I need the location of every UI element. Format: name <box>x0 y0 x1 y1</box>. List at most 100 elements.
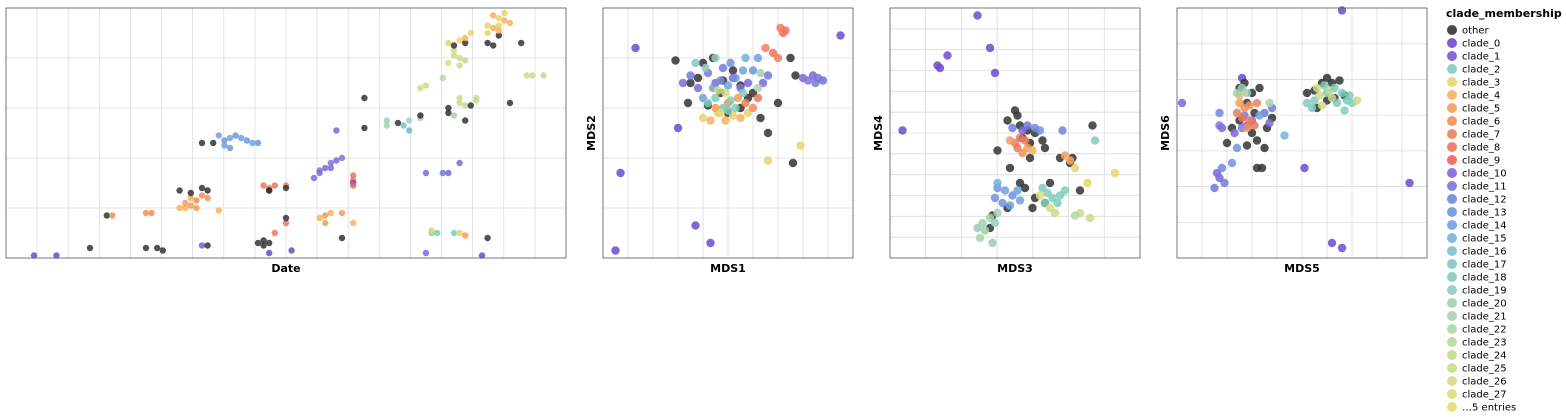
data-point <box>698 113 708 123</box>
data-point <box>731 103 740 113</box>
data-point <box>1352 96 1362 105</box>
data-point <box>1307 103 1317 113</box>
data-point <box>1250 121 1259 130</box>
legend-swatch <box>1447 246 1457 256</box>
data-point <box>1075 186 1085 195</box>
data-point <box>445 59 452 67</box>
data-point <box>1025 153 1035 163</box>
data-point <box>462 57 469 64</box>
legend-swatch <box>1447 116 1457 126</box>
data-point <box>260 237 267 244</box>
data-point <box>1317 101 1327 110</box>
data-point <box>338 154 346 162</box>
data-point <box>935 63 945 73</box>
data-point <box>1245 101 1254 110</box>
legend-label: clade_13 <box>1462 208 1507 219</box>
data-point <box>316 167 323 174</box>
data-point <box>282 219 290 227</box>
data-point <box>753 53 763 63</box>
data-point <box>417 112 424 119</box>
grid-mds56 <box>1177 8 1427 258</box>
data-point <box>1237 113 1247 123</box>
data-point <box>501 9 508 17</box>
legend-items: other clade_0 clade_1 clade_2 clade_3 clade_4… <box>1447 25 1516 414</box>
legend-swatch <box>1447 90 1457 100</box>
legend-label: clade_27 <box>1462 390 1507 401</box>
data-point <box>788 158 798 168</box>
panel-mds34: MDS3 MDS4 <box>872 7 1141 275</box>
data-point <box>1252 136 1262 145</box>
legend-label: other <box>1462 26 1490 37</box>
points-mds56 <box>1177 6 1414 253</box>
legend-swatch <box>1447 402 1457 412</box>
data-point <box>683 98 693 108</box>
data-point <box>490 24 497 32</box>
points-date <box>30 9 547 259</box>
data-point <box>786 53 795 63</box>
y-axis-title-mds4: MDS4 <box>872 115 885 151</box>
data-point <box>723 81 733 90</box>
data-point <box>490 12 497 19</box>
data-point <box>428 227 435 234</box>
data-point <box>1000 186 1010 195</box>
data-point <box>434 229 441 237</box>
legend-label: clade_16 <box>1462 247 1507 258</box>
data-point <box>1065 156 1075 165</box>
data-point <box>985 43 995 53</box>
data-point <box>1252 98 1262 108</box>
legend-label: clade_1 <box>1462 52 1500 63</box>
legend-swatch <box>1447 376 1457 386</box>
data-point <box>450 229 458 237</box>
data-point <box>1020 183 1030 193</box>
data-point <box>616 168 625 178</box>
data-point <box>748 103 758 113</box>
legend-label: clade_18 <box>1462 273 1507 284</box>
data-point <box>998 198 1007 208</box>
data-point <box>484 234 491 242</box>
data-point <box>462 39 469 47</box>
legend-label: clade_7 <box>1462 130 1500 141</box>
data-point <box>495 32 502 39</box>
grid-mds12 <box>603 8 853 258</box>
data-point <box>611 246 620 255</box>
panel-frame-mds56 <box>1176 7 1428 259</box>
data-point <box>445 39 452 47</box>
data-point <box>753 93 763 103</box>
data-point <box>282 214 290 222</box>
data-point <box>176 187 183 194</box>
data-point <box>1242 141 1252 150</box>
data-point <box>671 56 680 65</box>
legend-swatch <box>1447 324 1457 334</box>
data-point <box>718 63 728 73</box>
data-point <box>1110 168 1120 178</box>
data-point <box>781 26 790 35</box>
data-point <box>182 204 189 212</box>
data-point <box>187 202 194 209</box>
data-point <box>1070 211 1080 220</box>
legend-swatch <box>1447 337 1457 347</box>
legend-label: clade_19 <box>1462 286 1507 297</box>
legend-swatch <box>1447 220 1457 230</box>
legend: clade_membership other clade_0 clade_1clad… <box>1446 7 1562 414</box>
data-point <box>736 113 745 123</box>
data-point <box>1035 191 1045 200</box>
data-point <box>210 139 217 147</box>
data-point <box>30 252 38 259</box>
data-point <box>238 134 245 142</box>
data-point <box>728 66 738 75</box>
data-point <box>361 94 368 102</box>
data-point <box>1035 126 1045 135</box>
data-point <box>467 102 474 109</box>
data-point <box>756 113 765 123</box>
legend-swatch <box>1447 272 1457 282</box>
data-point <box>243 137 250 144</box>
data-point <box>249 139 256 147</box>
data-point <box>462 117 469 124</box>
data-point <box>721 116 730 125</box>
data-point <box>1220 178 1229 188</box>
data-point <box>1083 178 1092 188</box>
data-point <box>693 73 703 83</box>
data-point <box>456 94 463 102</box>
data-point <box>706 116 715 125</box>
panel-mds12: MDS1 MDS2 <box>585 7 854 275</box>
